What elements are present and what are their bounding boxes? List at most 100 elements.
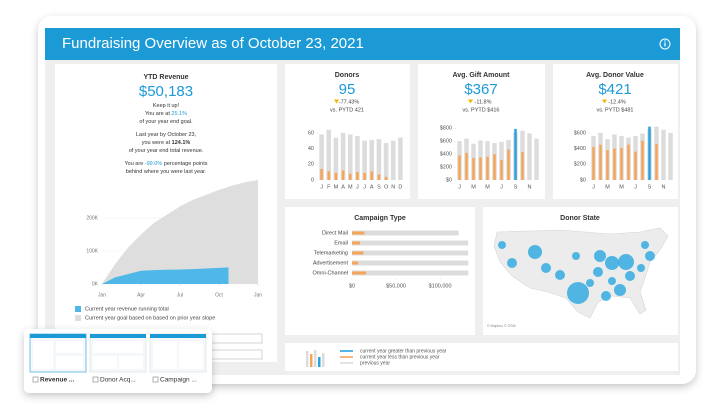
text-line: $50,183 <box>139 83 193 100</box>
current-bar <box>634 151 637 180</box>
tab-label[interactable]: Campaign ... <box>160 377 197 384</box>
legend-label: current year less than previous year <box>360 354 440 360</box>
y-tick-label: $0 <box>446 177 452 183</box>
bubble[interactable] <box>507 258 517 268</box>
bubble[interactable] <box>614 284 626 296</box>
y-tick-label: $400 <box>574 146 586 152</box>
text-line: Keep it up! <box>153 103 180 109</box>
bubble[interactable] <box>593 267 603 277</box>
x-tick-label: M <box>619 184 624 190</box>
current-bar <box>356 172 359 180</box>
legend-label: Current year goal based on based on prio… <box>85 315 215 321</box>
kpi-comparison: vs. PYTD $481 <box>597 107 634 113</box>
previous-bar <box>376 139 382 180</box>
bubble[interactable] <box>572 252 580 260</box>
x-tick-label: N <box>528 184 532 190</box>
current-bar <box>486 156 489 180</box>
current-bar <box>620 147 623 180</box>
bubble[interactable] <box>618 254 634 270</box>
current-bar <box>352 241 360 245</box>
bubble[interactable] <box>601 291 611 301</box>
x-tick-label: M <box>471 184 476 190</box>
bubble[interactable] <box>498 241 506 249</box>
text-span: percentage points <box>162 161 208 167</box>
bubble[interactable] <box>625 271 635 281</box>
category-label: Email <box>334 240 348 246</box>
y-tick-label: $200 <box>440 165 452 171</box>
bubble[interactable] <box>555 270 565 280</box>
bubble[interactable] <box>641 241 649 249</box>
bubble[interactable] <box>594 250 606 262</box>
kpi-title: Avg. Gift Amount <box>452 72 510 79</box>
previous-bar <box>355 136 360 180</box>
bubble[interactable] <box>637 264 645 272</box>
bubble[interactable] <box>528 245 542 259</box>
current-bar <box>327 171 331 180</box>
y-tick-label: 0 <box>311 177 314 183</box>
x-tick-label: J <box>458 184 461 190</box>
current-bar <box>641 140 644 180</box>
text-span: 124.1% <box>172 140 191 146</box>
current-bar <box>479 157 482 180</box>
tab-label[interactable]: Revenue ... <box>40 377 75 384</box>
x-tick-label: M <box>605 184 610 190</box>
bubble[interactable] <box>608 277 616 285</box>
bubble[interactable] <box>541 263 551 273</box>
x-tick-label: $50,000 <box>386 283 406 289</box>
previous-bar <box>352 240 469 246</box>
info-icon[interactable] <box>659 38 671 50</box>
category-label: Telemarketing <box>314 250 348 256</box>
legend-swatch <box>75 306 81 312</box>
y-tick-label: $400 <box>440 152 452 158</box>
legend-swatch <box>75 315 81 321</box>
text-span: Keep it up! <box>153 103 180 109</box>
text-line: of your year end total revenue. <box>129 148 204 154</box>
current-bar <box>648 126 651 180</box>
x-tick-label: M <box>348 184 353 190</box>
current-bar <box>613 148 616 180</box>
text-span: 25.1% <box>171 111 187 117</box>
current-bar <box>599 144 602 180</box>
text-span: of your year end total revenue. <box>129 148 204 154</box>
current-bar <box>514 128 517 180</box>
x-tick-label: J <box>356 184 359 190</box>
current-bar <box>521 152 524 180</box>
x-tick-label: N <box>391 184 395 190</box>
text-span: You are at <box>145 111 171 117</box>
y-tick-label: $0 <box>580 177 586 183</box>
x-tick-label: Jul <box>177 292 183 298</box>
bubble[interactable] <box>605 256 619 270</box>
map-bubbles <box>498 241 655 304</box>
tab-label[interactable]: Donor Acq... <box>100 377 136 384</box>
info-icon-bar <box>664 42 666 47</box>
current-bar <box>377 174 381 180</box>
bubble[interactable] <box>567 282 589 304</box>
current-bar <box>458 155 461 180</box>
panel-title: Campaign Type <box>354 215 406 222</box>
kpi-comparison: vs. PYTD 421 <box>330 107 364 113</box>
bubble[interactable] <box>586 279 594 287</box>
down-triangle <box>334 99 339 104</box>
current-bar <box>465 152 468 180</box>
current-bar <box>606 150 609 180</box>
x-tick-label: Jan <box>254 292 262 298</box>
previous-bar <box>527 133 532 180</box>
text-line: behind where you were last year. <box>126 169 207 175</box>
legend-label: current year greater than previous year <box>360 348 447 354</box>
previous-bar <box>319 134 324 180</box>
y-tick-label: $600 <box>574 130 586 136</box>
bubble[interactable] <box>645 251 655 261</box>
previous-bar <box>326 129 332 180</box>
x-tick-label: A <box>370 184 374 190</box>
kpi-title: Avg. Donor Value <box>586 72 644 79</box>
previous-bar <box>333 137 339 180</box>
category-label: Advertisement <box>313 260 349 266</box>
current-bar <box>500 159 503 180</box>
previous-bar <box>362 140 367 180</box>
text-span: of your year end goal. <box>139 119 193 125</box>
text-span: YTD Revenue <box>143 74 188 81</box>
previous-bar <box>668 132 673 180</box>
previous-bar <box>383 143 389 180</box>
header-title: Fundraising Overview as of October 23, 2… <box>62 35 364 52</box>
